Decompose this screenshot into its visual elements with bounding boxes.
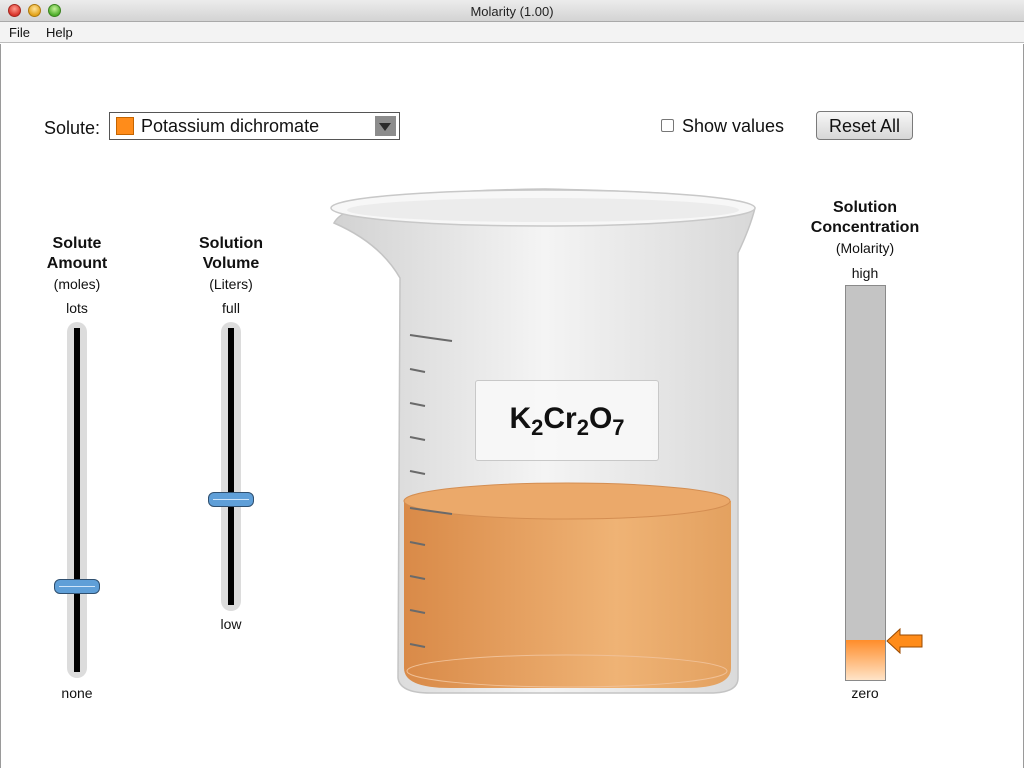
formula-label: K2Cr2O7 bbox=[475, 380, 659, 461]
solute-amount-max-label: lots bbox=[66, 300, 88, 316]
beaker-solution bbox=[404, 501, 731, 688]
solute-label: Solute: bbox=[44, 118, 101, 138]
solute-amount-slider-rail bbox=[74, 328, 80, 672]
solution-volume-slider-track[interactable] bbox=[221, 322, 241, 611]
solution-volume-slider-rail bbox=[228, 328, 234, 605]
menu-bar: File Help bbox=[0, 22, 1024, 43]
solute-amount-title: Solute Amount bbox=[27, 234, 127, 274]
solute-amount-title-line2: Amount bbox=[46, 255, 108, 272]
beaker-tick-marks bbox=[409, 334, 453, 648]
solute-amount-min-label: none bbox=[61, 685, 93, 701]
formula-subscript: 7 bbox=[612, 415, 625, 440]
show-values-checkbox[interactable] bbox=[661, 119, 674, 132]
solute-amount-slider-thumb[interactable] bbox=[54, 578, 100, 594]
solution-volume-slider-thumb[interactable] bbox=[208, 492, 254, 508]
formula-subscript: 2 bbox=[576, 415, 589, 440]
solute-combo-box[interactable]: Potassium dichromate bbox=[109, 112, 400, 140]
solute-amount-slider-track[interactable] bbox=[67, 322, 87, 678]
chevron-down-icon[interactable] bbox=[375, 116, 396, 136]
close-window-icon[interactable] bbox=[8, 4, 21, 17]
concentration-meter bbox=[845, 285, 886, 681]
concentration-pointer-icon bbox=[886, 628, 923, 655]
solution-volume-title-line2: Volume bbox=[202, 255, 260, 272]
concentration-title: Solution Concentration bbox=[790, 198, 940, 238]
concentration-min-label: zero bbox=[851, 685, 879, 701]
solute-amount-units: (moles) bbox=[53, 276, 101, 292]
formula-element: O bbox=[588, 402, 613, 435]
minimize-window-icon[interactable] bbox=[28, 4, 41, 17]
solution-volume-units: (Liters) bbox=[209, 276, 253, 292]
show-values-label: Show values bbox=[682, 116, 785, 136]
concentration-units: (Molarity) bbox=[835, 240, 895, 256]
concentration-title-line2: Concentration bbox=[810, 219, 920, 236]
formula-subscript: 2 bbox=[531, 415, 544, 440]
title-bar: Molarity (1.00) bbox=[0, 0, 1024, 22]
formula-element: K bbox=[509, 402, 532, 435]
solution-volume-title: Solution Volume bbox=[181, 234, 281, 274]
formula-text: K2Cr2O7 bbox=[509, 402, 624, 440]
reset-all-button[interactable]: Reset All bbox=[816, 111, 913, 140]
concentration-max-label: high bbox=[851, 265, 879, 281]
menu-help[interactable]: Help bbox=[46, 25, 73, 40]
solute-amount-title-line1: Solute bbox=[52, 235, 102, 252]
concentration-title-line1: Solution bbox=[833, 199, 897, 216]
window-title: Molarity (1.00) bbox=[470, 4, 554, 19]
solution-volume-min-label: low bbox=[220, 616, 242, 632]
solution-surface bbox=[403, 482, 731, 520]
menu-file[interactable]: File bbox=[9, 25, 30, 40]
solute-color-swatch bbox=[116, 117, 134, 135]
solute-selected-value: Potassium dichromate bbox=[141, 116, 320, 136]
zoom-window-icon[interactable] bbox=[48, 4, 61, 17]
solution-volume-title-line1: Solution bbox=[199, 235, 263, 252]
solution-volume-max-label: full bbox=[222, 300, 240, 316]
formula-element: Cr bbox=[543, 402, 577, 435]
concentration-meter-fill bbox=[846, 640, 885, 680]
